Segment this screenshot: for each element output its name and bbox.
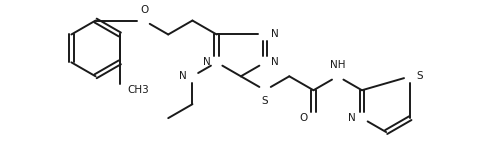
Text: NH: NH (330, 60, 345, 70)
Text: N: N (348, 113, 356, 123)
Text: N: N (179, 71, 186, 81)
Text: CH3: CH3 (127, 85, 149, 95)
Text: N: N (271, 57, 278, 67)
Text: S: S (262, 96, 269, 106)
Text: N: N (271, 29, 278, 39)
Text: N: N (203, 57, 211, 67)
Text: O: O (300, 113, 308, 123)
Text: S: S (416, 71, 423, 81)
Text: O: O (140, 5, 148, 15)
